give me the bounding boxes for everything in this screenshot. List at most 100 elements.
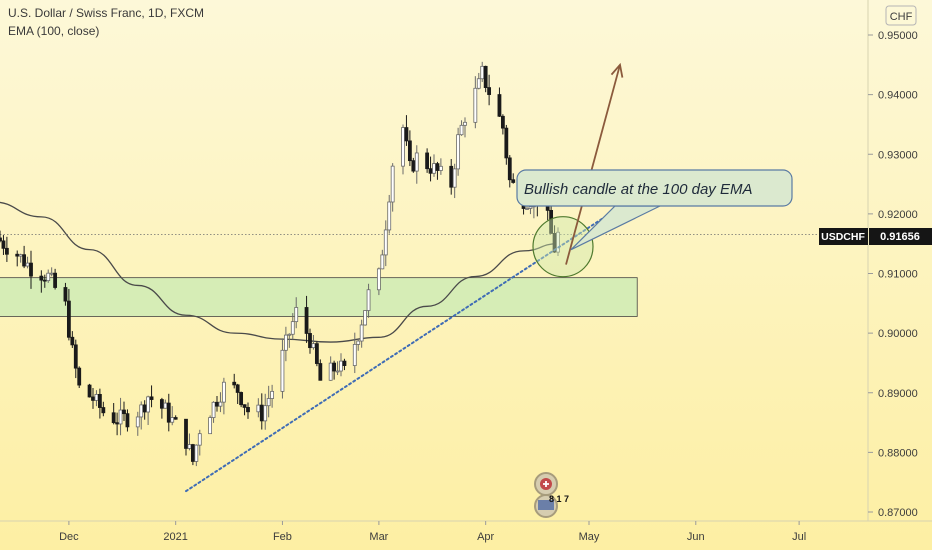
candle-up[interactable]	[263, 405, 268, 422]
candle-up[interactable]	[463, 121, 467, 126]
candle-down[interactable]	[318, 363, 323, 381]
candle-down[interactable]	[77, 367, 82, 386]
candle-down[interactable]	[215, 401, 219, 407]
candle-down[interactable]	[190, 444, 195, 462]
candle-up[interactable]	[438, 165, 443, 171]
candle-up[interactable]	[480, 65, 485, 80]
candle-down[interactable]	[0, 237, 2, 242]
candle-up[interactable]	[525, 208, 529, 210]
candle-down[interactable]	[97, 394, 102, 408]
candle-up[interactable]	[390, 165, 395, 203]
candle-up[interactable]	[283, 334, 288, 351]
candle-up[interactable]	[356, 340, 361, 345]
candle-up[interactable]	[339, 360, 343, 372]
candle-up[interactable]	[146, 396, 151, 413]
candle-down[interactable]	[407, 140, 412, 162]
candle-up[interactable]	[221, 381, 226, 403]
support-zone[interactable]	[0, 277, 638, 317]
candle-up[interactable]	[163, 402, 168, 409]
candle-down[interactable]	[235, 384, 240, 393]
candle-down[interactable]	[149, 396, 154, 400]
candle-up[interactable]	[401, 127, 405, 167]
candle-down[interactable]	[184, 418, 188, 449]
candle-up[interactable]	[218, 401, 223, 407]
candle-up[interactable]	[170, 417, 175, 423]
annotation-callout[interactable]: Bullish candle at the 100 day EMA	[516, 169, 793, 207]
candle-up[interactable]	[135, 416, 140, 428]
candle-down[interactable]	[91, 396, 95, 401]
candle-up[interactable]	[452, 168, 457, 188]
candle-up[interactable]	[456, 134, 461, 170]
candle-up[interactable]	[359, 324, 364, 342]
candle-up[interactable]	[366, 289, 371, 311]
candle-down[interactable]	[507, 157, 512, 181]
candle-down[interactable]	[122, 409, 126, 415]
candle-down[interactable]	[15, 253, 20, 257]
tradingview-badge-icon[interactable]: 8 1 7	[534, 472, 569, 518]
candle-up[interactable]	[187, 444, 192, 449]
candle-down[interactable]	[4, 247, 9, 255]
candle-down[interactable]	[497, 94, 502, 117]
candle-up[interactable]	[25, 262, 30, 267]
candle-up[interactable]	[335, 370, 340, 373]
candle-down[interactable]	[500, 115, 505, 129]
bullish-arrow[interactable]	[565, 64, 621, 265]
candle-down[interactable]	[411, 160, 416, 172]
candle-up[interactable]	[432, 163, 436, 174]
candle-down[interactable]	[425, 152, 430, 170]
candle-up[interactable]	[266, 398, 271, 407]
candle-up[interactable]	[94, 394, 99, 401]
candle-down[interactable]	[487, 87, 492, 95]
candle-down[interactable]	[42, 279, 47, 282]
candle-up[interactable]	[270, 390, 275, 399]
candle-down[interactable]	[166, 402, 171, 423]
candle-up[interactable]	[328, 362, 333, 381]
candle-down[interactable]	[66, 300, 71, 338]
candle-down[interactable]	[449, 165, 454, 188]
candle-down[interactable]	[504, 127, 509, 159]
candle-up[interactable]	[118, 409, 123, 425]
annotation-box[interactable]	[516, 169, 793, 207]
candle-down[interactable]	[115, 422, 120, 425]
candle-down[interactable]	[1, 240, 6, 249]
candle-down[interactable]	[428, 168, 433, 174]
candle-down[interactable]	[63, 287, 68, 302]
candle-down[interactable]	[259, 404, 264, 422]
candle-down[interactable]	[29, 262, 33, 277]
candle-up[interactable]	[294, 307, 299, 323]
candle-up[interactable]	[211, 401, 216, 418]
candle-down[interactable]	[53, 272, 58, 288]
currency-box[interactable]	[885, 5, 917, 26]
candle-up[interactable]	[414, 152, 419, 172]
candle-down[interactable]	[73, 344, 78, 369]
ema-100-line[interactable]	[0, 201, 559, 343]
candle-up[interactable]	[352, 343, 357, 366]
candle-down[interactable]	[308, 333, 312, 349]
candle-down[interactable]	[304, 307, 309, 334]
indicator-legend[interactable]: EMA (100, close)	[8, 24, 100, 38]
candle-up[interactable]	[18, 254, 23, 257]
candle-up[interactable]	[290, 321, 295, 335]
candle-down[interactable]	[314, 343, 319, 364]
highlight-circle[interactable]	[532, 216, 594, 278]
candle-down[interactable]	[549, 209, 554, 234]
candle-down[interactable]	[435, 163, 440, 171]
candle-up[interactable]	[380, 254, 385, 270]
candle-up[interactable]	[46, 272, 51, 282]
candle-up[interactable]	[376, 268, 381, 291]
candle-down[interactable]	[332, 362, 337, 372]
candle-down[interactable]	[22, 254, 27, 267]
candle-down[interactable]	[483, 65, 488, 88]
candle-down[interactable]	[87, 384, 92, 398]
candle-down[interactable]	[552, 233, 557, 253]
candle-down[interactable]	[239, 392, 244, 406]
candle-up[interactable]	[139, 404, 144, 418]
candle-down[interactable]	[404, 127, 409, 142]
candle-up[interactable]	[473, 87, 478, 123]
candle-down[interactable]	[246, 407, 250, 413]
candle-up[interactable]	[528, 206, 533, 209]
candle-down[interactable]	[232, 381, 237, 386]
candle-up[interactable]	[363, 310, 368, 326]
candle-up[interactable]	[459, 124, 464, 136]
candle-down[interactable]	[342, 360, 347, 366]
